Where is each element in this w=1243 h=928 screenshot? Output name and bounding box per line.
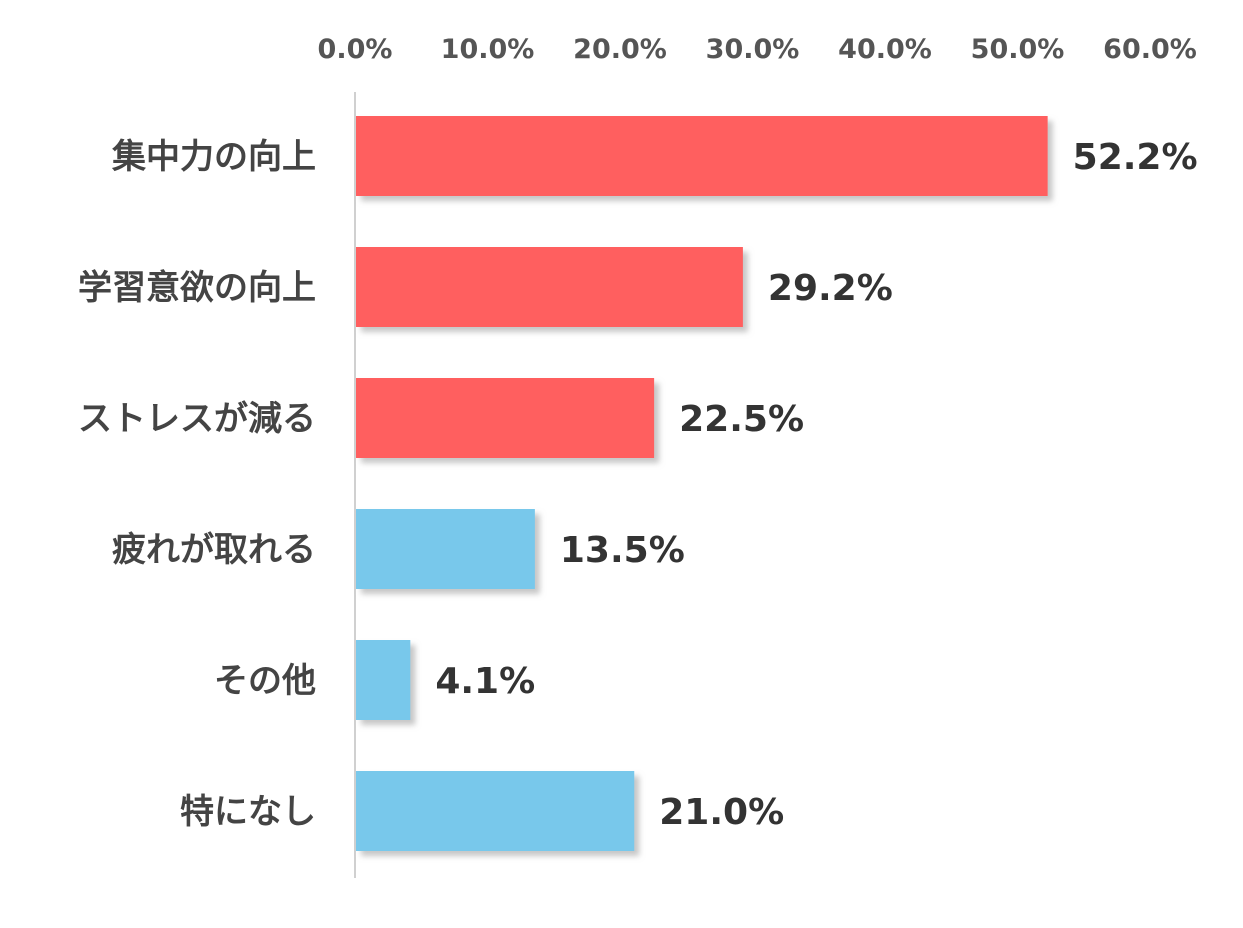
bar (356, 378, 655, 458)
category-label: その他 (214, 661, 316, 701)
bar (356, 509, 535, 589)
category-label: 特になし (180, 792, 316, 832)
bar (356, 116, 1048, 196)
data-label: 21.0% (659, 792, 784, 833)
bar (356, 247, 743, 327)
x-tick-label: 10.0% (441, 34, 535, 65)
bar (356, 771, 635, 851)
value-labels: 52.2% 29.2% 22.5% 13.5% 4.1% 21.0% (435, 137, 1197, 833)
data-label: 4.1% (435, 661, 535, 702)
bars (356, 116, 1048, 851)
x-tick-label: 40.0% (838, 34, 932, 65)
x-tick-label: 20.0% (573, 34, 667, 65)
category-label: 学習意欲の向上 (78, 268, 316, 308)
data-label: 52.2% (1073, 137, 1198, 178)
data-label: 13.5% (560, 530, 685, 571)
category-label: 集中力の向上 (111, 137, 316, 177)
x-tick-label: 30.0% (706, 34, 800, 65)
data-label: 29.2% (768, 268, 893, 309)
x-axis-ticks: 0.0% 10.0% 20.0% 30.0% 40.0% 50.0% 60.0% (318, 34, 1197, 65)
x-tick-label: 60.0% (1103, 34, 1197, 65)
x-tick-label: 50.0% (971, 34, 1065, 65)
bar (356, 640, 411, 720)
category-label: 疲れが取れる (112, 530, 316, 570)
data-label: 22.5% (679, 399, 804, 440)
x-tick-label: 0.0% (318, 34, 393, 65)
category-label: ストレスが減る (78, 399, 316, 439)
